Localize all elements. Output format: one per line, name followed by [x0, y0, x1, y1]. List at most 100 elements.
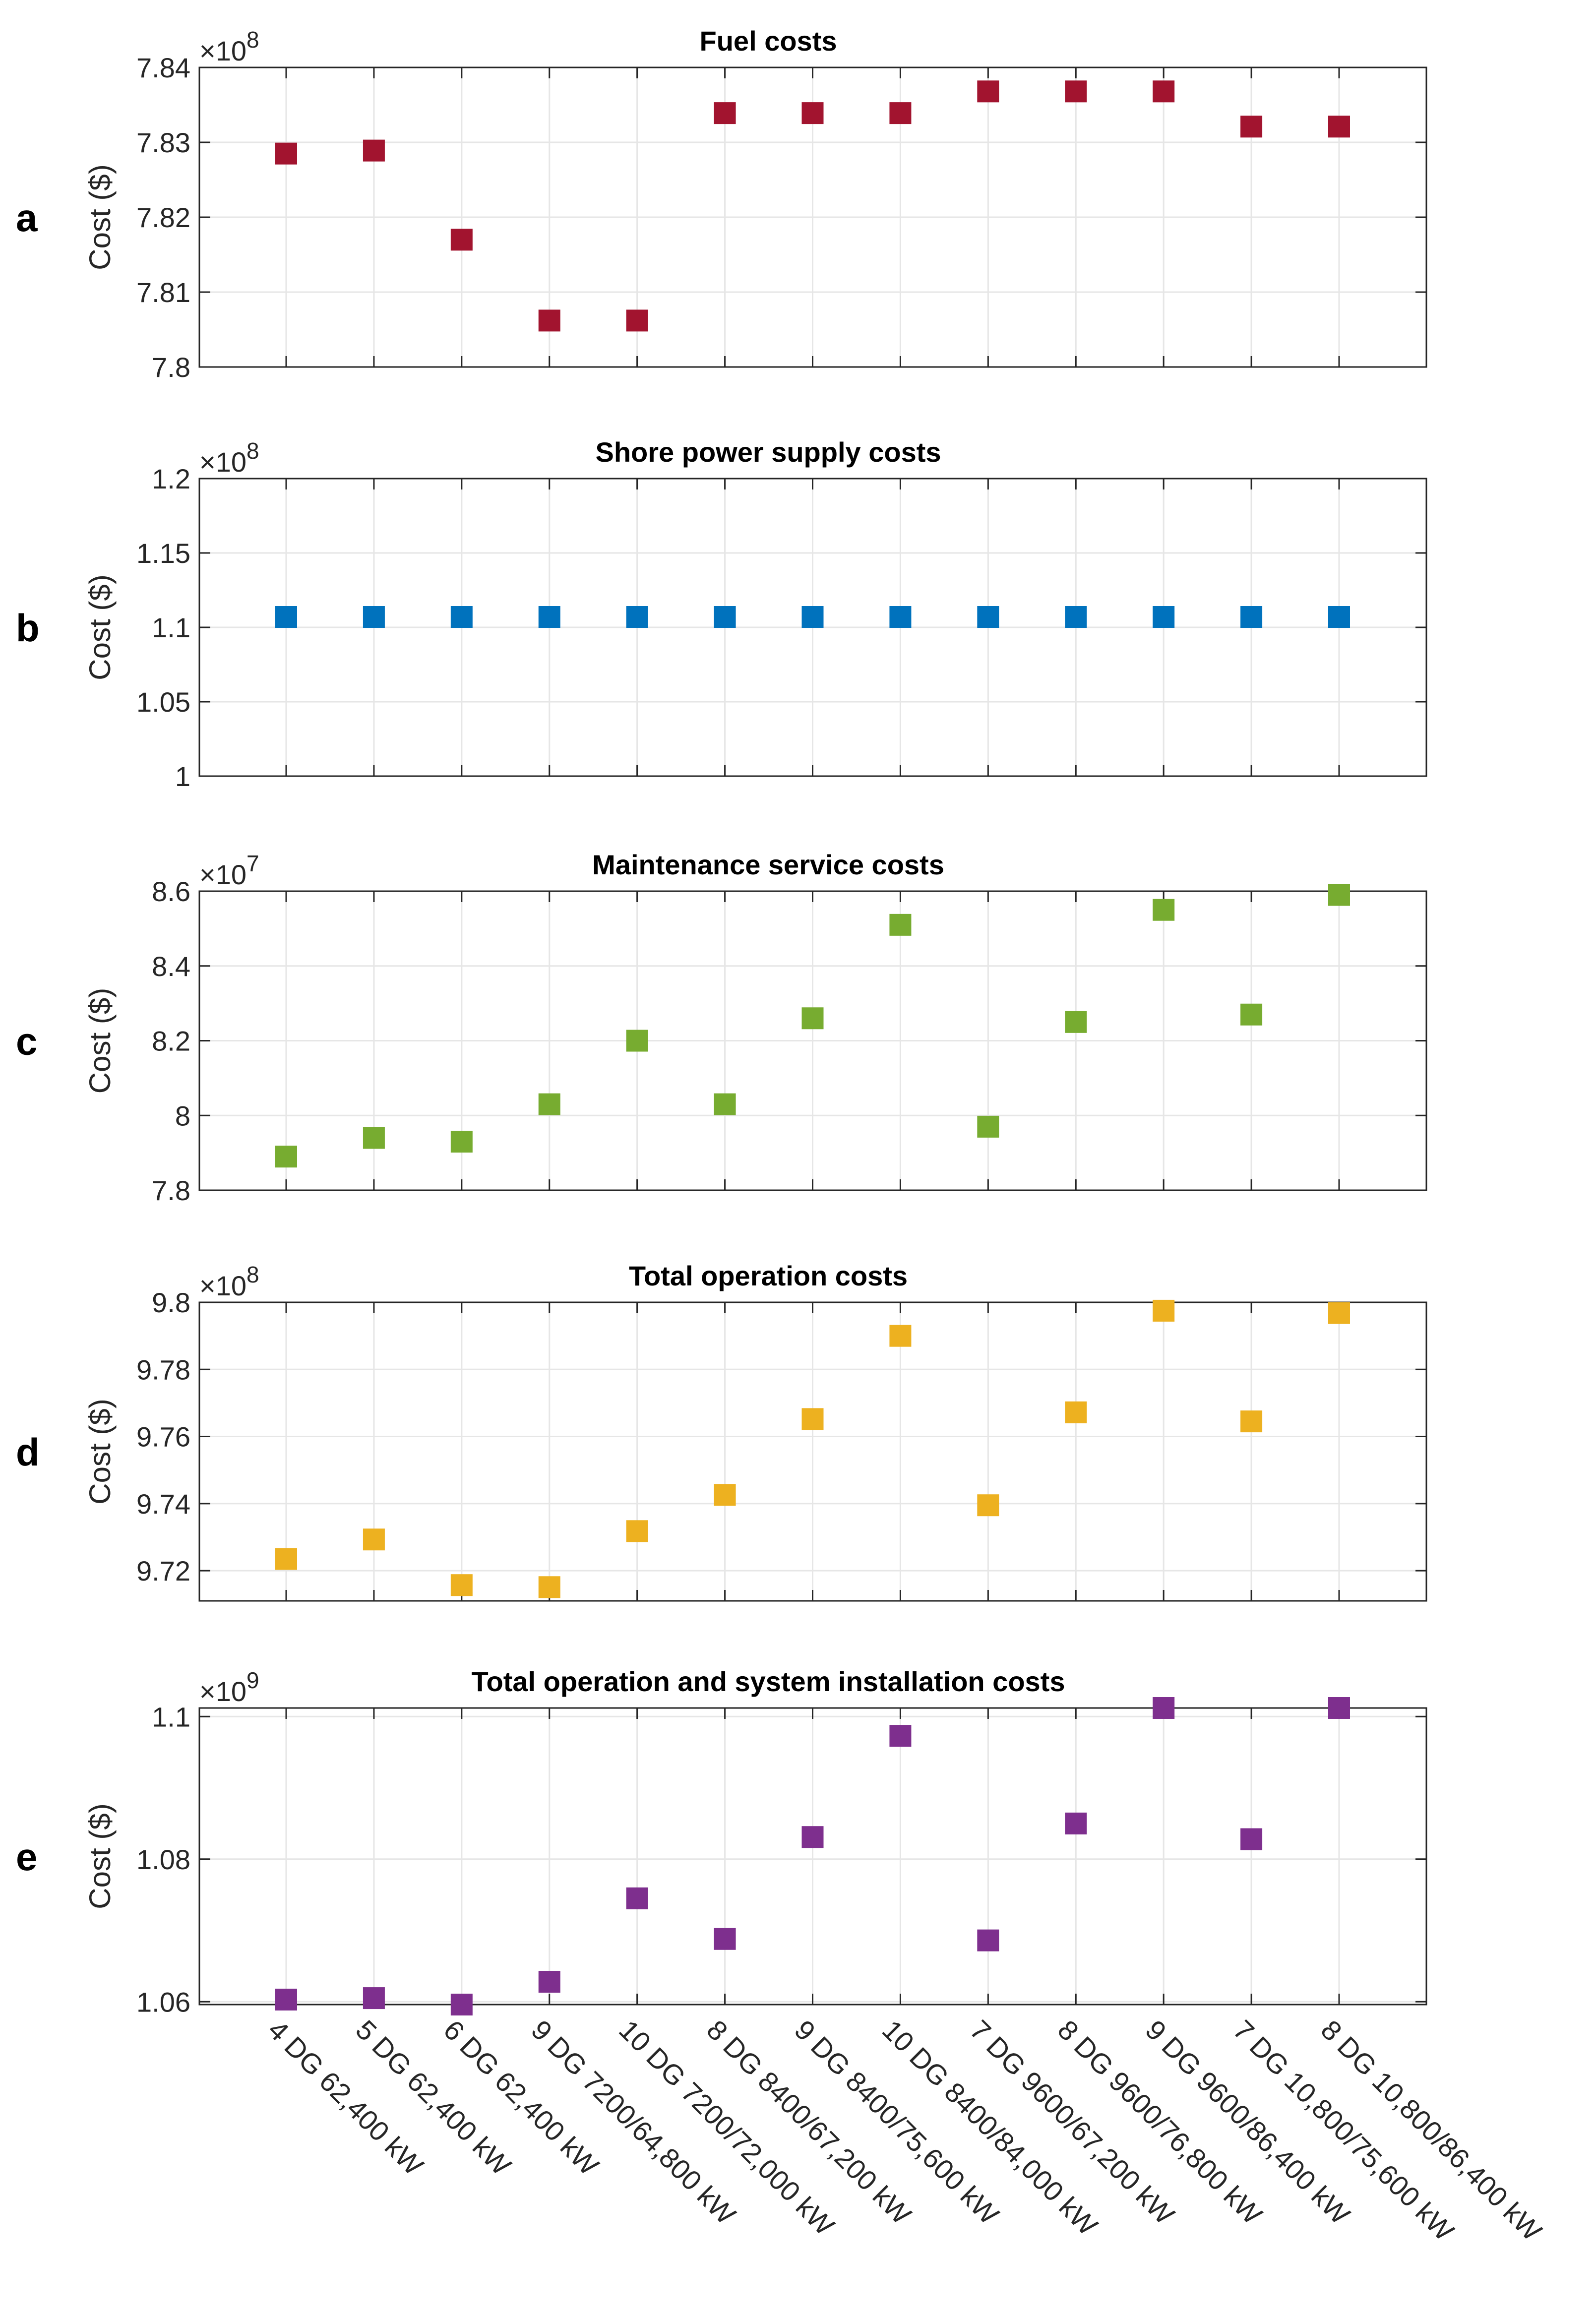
panel-letter: e — [16, 1835, 37, 1879]
exponent-label: ×109 — [199, 1667, 259, 1707]
data-point — [450, 606, 473, 628]
y-axis-label: Cost ($) — [83, 1399, 117, 1504]
exponent-label: ×108 — [199, 27, 259, 66]
x-tick-label: 5 DG 62,400 kW — [350, 2014, 517, 2181]
data-point — [889, 606, 912, 628]
data-point — [1328, 884, 1350, 906]
data-point — [1065, 606, 1087, 628]
exponent-label: ×107 — [199, 851, 259, 890]
y-axis-label: Cost ($) — [83, 574, 117, 680]
panel-d: 9.72 9.74 9.76 9.78 9.8 Total operation costs… — [16, 1260, 1427, 1602]
axes-frame — [198, 890, 1427, 1191]
y-tick-label: 9.74 — [136, 1488, 190, 1520]
chart-title: Total operation costs — [629, 1260, 908, 1291]
y-tick-label: 7.8 — [152, 1175, 190, 1206]
data-point — [977, 1115, 999, 1138]
data-point — [889, 1325, 912, 1347]
y-tick-label: 7.81 — [136, 277, 190, 308]
data-point — [363, 1127, 385, 1149]
data-point — [538, 309, 560, 332]
data-point — [275, 1548, 297, 1570]
y-tick-label: 9.78 — [136, 1354, 190, 1385]
data-point — [1065, 1812, 1087, 1834]
data-point — [977, 606, 999, 628]
data-point — [363, 1987, 385, 2010]
y-tick-label: 8.4 — [152, 951, 190, 982]
y-tick-label: 1.1 — [152, 612, 190, 643]
y-tick-label: 8.2 — [152, 1026, 190, 1057]
exponent-base: ×10 — [199, 1676, 246, 1707]
data-point — [1328, 1302, 1350, 1324]
data-point — [450, 1994, 473, 2015]
y-tick-label: 8 — [175, 1100, 190, 1131]
y-tick-label: 1.06 — [136, 1986, 190, 2017]
panel-letter: a — [16, 196, 38, 240]
axes-frame — [198, 478, 1427, 777]
data-point — [450, 1131, 473, 1153]
data-point — [626, 1520, 648, 1542]
chart-title: Total operation and system installation … — [472, 1666, 1065, 1697]
data-point — [1153, 80, 1175, 103]
panel-c: 7.8 8 8.2 8.4 8.6 Maintenance service costs ×1… — [16, 849, 1427, 1206]
y-tick-label: 1.2 — [152, 463, 190, 494]
chart-title: Fuel costs — [700, 25, 837, 57]
exponent-base: ×10 — [199, 859, 246, 890]
panel-b: 1 1.05 1.1 1.15 1.2 Shore power supply costs ×… — [16, 436, 1427, 792]
exponent-base: ×10 — [199, 35, 246, 66]
data-point — [363, 1528, 385, 1551]
y-tick-label: 9.8 — [152, 1287, 190, 1318]
data-point — [363, 606, 385, 628]
data-point — [626, 1030, 648, 1052]
y-tick-label: 1.05 — [136, 686, 190, 718]
data-point — [275, 1988, 297, 2011]
data-point — [977, 80, 999, 103]
x-tick-label: 6 DG 62,400 kW — [437, 2014, 605, 2181]
data-point — [275, 1146, 297, 1168]
exponent-label: ×108 — [199, 438, 259, 478]
data-point — [801, 1007, 824, 1030]
y-tick-label: 1.08 — [136, 1844, 190, 1875]
y-tick-label: 7.8 — [152, 352, 190, 383]
axes-frame — [198, 66, 1427, 368]
exponent-power: 8 — [246, 438, 259, 464]
y-axis-label: Cost ($) — [83, 164, 117, 270]
data-point — [450, 1574, 473, 1596]
data-point — [538, 1576, 560, 1598]
data-point — [977, 1929, 999, 1951]
panel-letter: c — [16, 1020, 37, 1063]
data-point — [1065, 80, 1087, 103]
axes-frame — [198, 1707, 1427, 2006]
data-point — [1328, 116, 1350, 138]
data-point — [1153, 899, 1175, 921]
data-point — [626, 606, 648, 628]
data-point — [1065, 1011, 1087, 1033]
exponent-power: 8 — [246, 27, 259, 53]
data-point — [1065, 1401, 1087, 1423]
y-axis-label: Cost ($) — [83, 988, 117, 1094]
data-point — [714, 606, 736, 628]
data-point — [889, 1725, 912, 1747]
data-point — [1240, 1003, 1263, 1026]
data-point — [1240, 606, 1263, 628]
exponent-label: ×108 — [199, 1262, 259, 1301]
data-point — [626, 1887, 648, 1909]
data-point — [1153, 1697, 1175, 1719]
y-tick-label: 9.76 — [136, 1421, 190, 1453]
data-point — [889, 102, 912, 124]
data-point — [714, 102, 736, 124]
data-point — [1240, 116, 1263, 138]
data-point — [1240, 1410, 1263, 1433]
data-point — [801, 1826, 824, 1848]
chart-title: Maintenance service costs — [592, 849, 944, 880]
data-point — [801, 606, 824, 628]
panel-a: 7.8 7.81 7.82 7.83 7.84 Fuel costs ×108 Cost ($… — [16, 25, 1427, 383]
data-point — [977, 1494, 999, 1517]
y-tick-label: 1.15 — [136, 538, 190, 569]
data-point — [538, 1971, 560, 1993]
y-tick-label: 7.82 — [136, 202, 190, 233]
exponent-base: ×10 — [199, 1270, 246, 1301]
data-point — [1328, 1697, 1350, 1719]
data-point — [275, 606, 297, 628]
x-tick-label: 4 DG 62,400 kW — [262, 2014, 430, 2181]
